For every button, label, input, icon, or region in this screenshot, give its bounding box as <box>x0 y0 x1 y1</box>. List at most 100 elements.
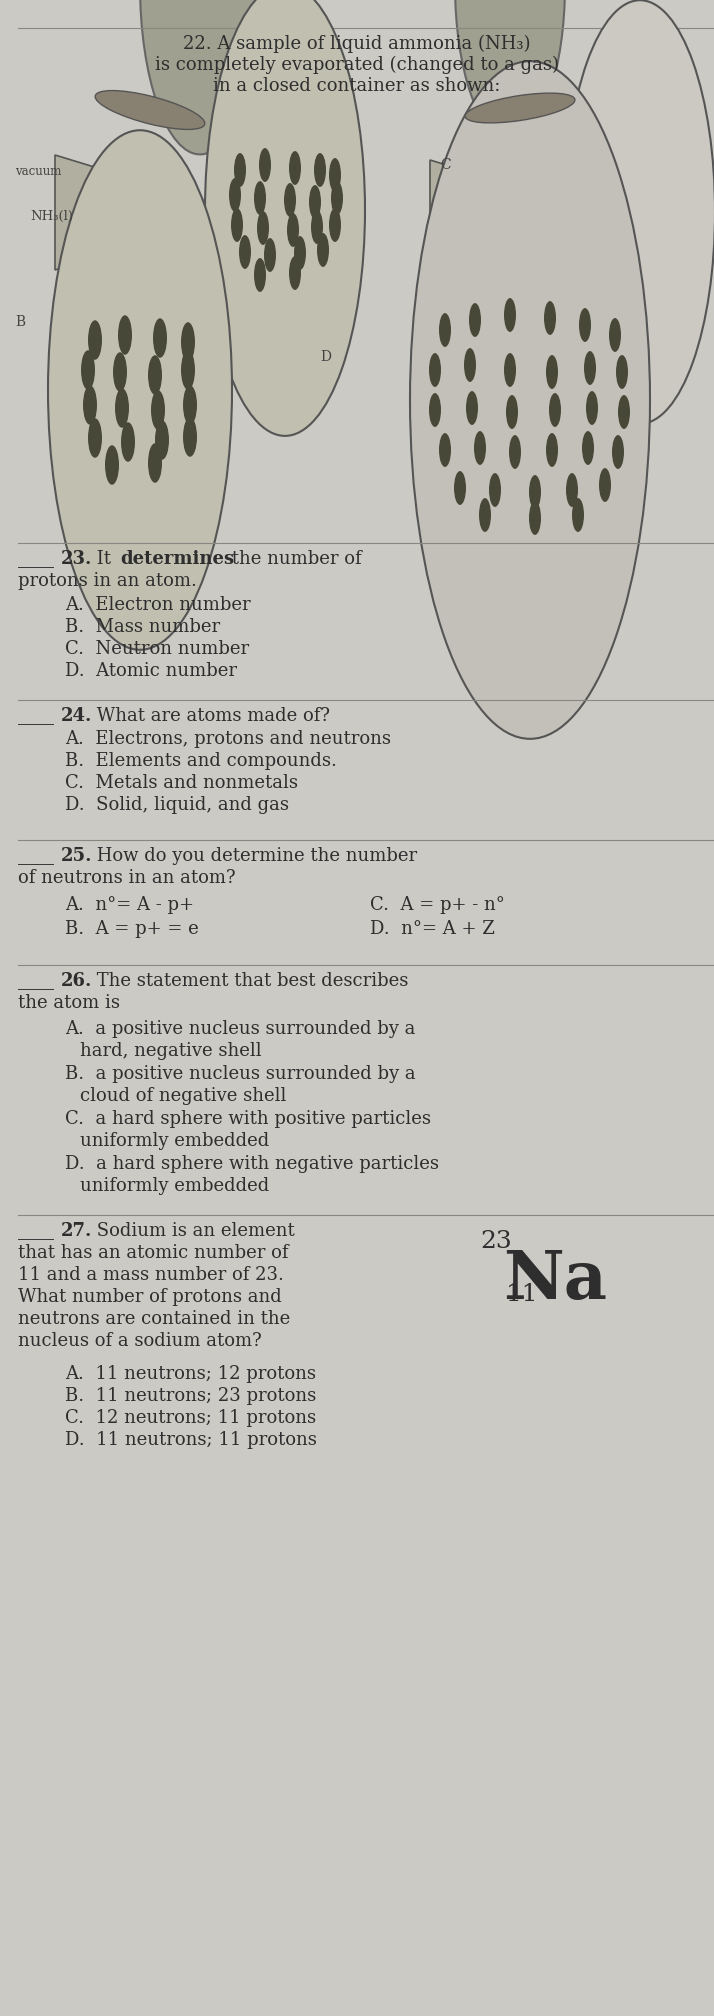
Circle shape <box>439 433 451 468</box>
Text: B.  Mass number: B. Mass number <box>65 619 220 635</box>
Circle shape <box>579 308 591 343</box>
Circle shape <box>48 131 232 649</box>
Text: How do you determine the number: How do you determine the number <box>91 847 417 865</box>
Circle shape <box>454 472 466 504</box>
Circle shape <box>455 0 565 141</box>
Text: B.  11 neutrons; 23 protons: B. 11 neutrons; 23 protons <box>65 1387 316 1405</box>
Circle shape <box>289 151 301 185</box>
Circle shape <box>229 177 241 212</box>
Text: determines: determines <box>120 550 234 569</box>
Circle shape <box>259 147 271 181</box>
Circle shape <box>565 0 714 423</box>
Text: B.  a positive nucleus surrounded by a: B. a positive nucleus surrounded by a <box>65 1064 416 1083</box>
Circle shape <box>572 498 584 532</box>
Circle shape <box>118 314 132 355</box>
Circle shape <box>153 319 167 357</box>
Circle shape <box>83 385 97 425</box>
Text: protons in an atom.: protons in an atom. <box>18 573 197 591</box>
Text: neutrons are contained in the: neutrons are contained in the <box>18 1310 291 1329</box>
Circle shape <box>509 435 521 470</box>
Circle shape <box>151 391 165 429</box>
Text: 24.: 24. <box>61 708 92 726</box>
Circle shape <box>121 421 135 462</box>
Text: of neutrons in an atom?: of neutrons in an atom? <box>18 869 236 887</box>
Text: What number of protons and: What number of protons and <box>18 1288 282 1306</box>
Circle shape <box>183 385 197 425</box>
Text: C: C <box>440 157 451 171</box>
Circle shape <box>181 323 195 361</box>
Text: cloud of negative shell: cloud of negative shell <box>80 1087 286 1105</box>
Text: What are atoms made of?: What are atoms made of? <box>91 708 330 726</box>
Circle shape <box>148 444 162 482</box>
Circle shape <box>155 419 169 460</box>
Text: ____: ____ <box>18 550 54 569</box>
Circle shape <box>115 389 129 427</box>
Text: 11: 11 <box>506 1282 538 1306</box>
Circle shape <box>549 393 561 427</box>
Polygon shape <box>55 155 235 270</box>
Circle shape <box>546 433 558 468</box>
Text: 26.: 26. <box>61 972 92 990</box>
Circle shape <box>489 474 501 506</box>
Circle shape <box>205 0 365 435</box>
Circle shape <box>231 208 243 242</box>
Text: A.  11 neutrons; 12 protons: A. 11 neutrons; 12 protons <box>65 1365 316 1383</box>
Text: 11 and a mass number of 23.: 11 and a mass number of 23. <box>18 1266 284 1284</box>
Circle shape <box>314 153 326 187</box>
Text: C.  Metals and nonmetals: C. Metals and nonmetals <box>65 774 298 792</box>
Circle shape <box>599 468 611 502</box>
Text: B.  Elements and compounds.: B. Elements and compounds. <box>65 752 337 770</box>
Circle shape <box>239 236 251 268</box>
Text: ____: ____ <box>18 972 54 990</box>
Circle shape <box>284 183 296 218</box>
Circle shape <box>566 474 578 506</box>
Text: D.  a hard sphere with negative particles: D. a hard sphere with negative particles <box>65 1155 439 1173</box>
Circle shape <box>582 431 594 466</box>
Circle shape <box>234 153 246 187</box>
Ellipse shape <box>465 93 575 123</box>
Circle shape <box>88 321 102 359</box>
Text: hard, negative shell: hard, negative shell <box>80 1042 261 1060</box>
Circle shape <box>544 300 556 335</box>
Circle shape <box>309 185 321 220</box>
Circle shape <box>504 353 516 387</box>
Circle shape <box>289 256 301 290</box>
Circle shape <box>287 214 299 246</box>
Circle shape <box>479 498 491 532</box>
Text: C.  a hard sphere with positive particles: C. a hard sphere with positive particles <box>65 1111 431 1129</box>
Circle shape <box>529 476 541 508</box>
Text: A.  Electron number: A. Electron number <box>65 597 251 615</box>
Circle shape <box>410 60 650 738</box>
Circle shape <box>546 355 558 389</box>
Circle shape <box>317 234 329 266</box>
Text: B: B <box>15 314 25 329</box>
Circle shape <box>264 238 276 272</box>
Circle shape <box>529 502 541 534</box>
Circle shape <box>181 351 195 389</box>
Circle shape <box>331 181 343 216</box>
Text: 25.: 25. <box>61 847 93 865</box>
Text: A.  Electrons, protons and neutrons: A. Electrons, protons and neutrons <box>65 730 391 748</box>
Text: D.  n°= A + Z: D. n°= A + Z <box>370 919 495 937</box>
Circle shape <box>616 355 628 389</box>
Ellipse shape <box>95 91 205 129</box>
Text: It: It <box>91 550 117 569</box>
Text: the number of: the number of <box>226 550 361 569</box>
Circle shape <box>105 446 119 484</box>
Text: D: D <box>320 351 331 365</box>
Text: ____: ____ <box>18 1222 54 1240</box>
Text: vacuum: vacuum <box>15 165 61 177</box>
Text: The statement that best describes: The statement that best describes <box>91 972 408 990</box>
Text: B.  A = p+ = e: B. A = p+ = e <box>65 919 198 937</box>
Text: C.  A = p+ - n°: C. A = p+ - n° <box>370 895 505 913</box>
Circle shape <box>88 417 102 458</box>
Circle shape <box>148 355 162 395</box>
Text: A.  n°= A - p+: A. n°= A - p+ <box>65 895 194 913</box>
Polygon shape <box>430 159 595 264</box>
Circle shape <box>618 395 630 429</box>
Text: D.  Atomic number: D. Atomic number <box>65 661 237 679</box>
Circle shape <box>294 236 306 270</box>
Text: 23: 23 <box>480 1230 512 1254</box>
Circle shape <box>586 391 598 425</box>
Text: Sodium is an element: Sodium is an element <box>91 1222 295 1240</box>
